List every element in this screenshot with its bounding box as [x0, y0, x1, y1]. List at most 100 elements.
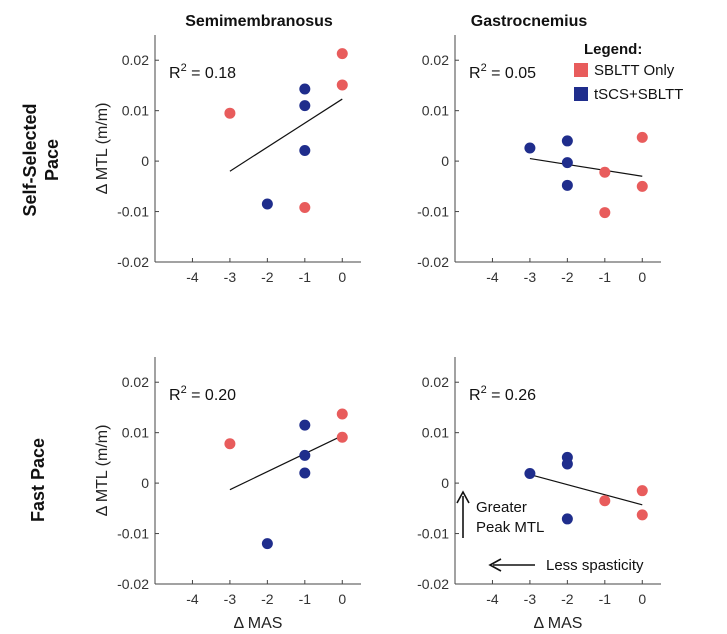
x-tick-label: -3 — [224, 269, 237, 285]
panel-3: -0.02 -0.01 0 0.01 0.02 -4 -3 -2 -1 0 Δ MAS R2 = 0.… — [417, 357, 661, 632]
data-point-tscs-sbltt — [299, 100, 311, 112]
x-tick-label: 0 — [338, 591, 346, 607]
data-point-sbltt-only — [636, 509, 648, 521]
data-point-tscs-sbltt — [524, 468, 536, 480]
y-tick-label: -0.02 — [417, 254, 449, 270]
data-point-tscs-sbltt — [261, 538, 273, 550]
data-point-sbltt-only — [636, 180, 648, 192]
annotation-greater-peak: Greater Peak MTL — [456, 490, 544, 538]
y-tick-label: -0.02 — [417, 576, 449, 592]
data-point-sbltt-only — [636, 131, 648, 143]
y-tick-label: 0.02 — [122, 374, 149, 390]
data-point-sbltt-only — [224, 107, 236, 119]
data-point-tscs-sbltt — [561, 458, 573, 470]
data-point-tscs-sbltt — [561, 179, 573, 191]
y-tick-label: -0.01 — [417, 526, 449, 542]
y-tick-label: 0 — [141, 475, 149, 491]
x-tick-label: -2 — [261, 591, 274, 607]
row-title-self-selected: Self-Selected — [20, 103, 40, 216]
annotation-less-spasticity: Less spasticity — [488, 557, 644, 574]
x-tick-label: 0 — [638, 591, 646, 607]
legend-label-sbltt-only: SBLTT Only — [594, 62, 675, 79]
col-title-semimembranosus: Semimembranosus — [185, 13, 333, 30]
x-tick-label: -4 — [186, 591, 199, 607]
peak-mtl-label: Peak MTL — [476, 519, 544, 536]
data-point-sbltt-only — [599, 166, 611, 178]
data-point-sbltt-only — [336, 79, 348, 91]
data-point-tscs-sbltt — [561, 157, 573, 169]
panel-2: -0.02 -0.01 0 0.01 0.02 -4 -3 -2 -1 0 Δ MTL (m/m) Δ… — [94, 357, 361, 632]
legend-swatch-sbltt-only — [574, 63, 588, 77]
x-tick-label: -4 — [486, 591, 499, 607]
col-title-gastrocnemius: Gastrocnemius — [471, 13, 588, 30]
x-tick-label: -4 — [486, 269, 499, 285]
data-point-tscs-sbltt — [261, 198, 273, 210]
y-tick-label: -0.02 — [117, 576, 149, 592]
y-tick-label: -0.01 — [117, 526, 149, 542]
y-tick-label: -0.02 — [117, 254, 149, 270]
legend: Legend: SBLTT Only tSCS+SBLTT — [574, 41, 683, 103]
y-tick-label: 0.01 — [422, 425, 449, 441]
x-tick-label: -1 — [299, 591, 312, 607]
data-point-sbltt-only — [336, 408, 348, 420]
data-point-tscs-sbltt — [299, 145, 311, 157]
y-tick-label: 0.01 — [122, 425, 149, 441]
panel-1: -0.02 -0.01 0 0.01 0.02 -4 -3 -2 -1 0 R2 = 0.05 — [417, 35, 661, 285]
data-point-sbltt-only — [599, 495, 611, 507]
data-point-tscs-sbltt — [299, 449, 311, 461]
x-axis-label: Δ MAS — [234, 615, 283, 632]
x-tick-label: -3 — [524, 269, 537, 285]
data-point-sbltt-only — [599, 207, 611, 219]
up-arrow-icon — [456, 490, 470, 504]
r-squared-label: R2 = 0.26 — [469, 384, 536, 404]
legend-label-tscs-sbltt: tSCS+SBLTT — [594, 86, 683, 103]
r-squared-label: R2 = 0.20 — [169, 384, 236, 404]
x-axis-label: Δ MAS — [534, 615, 583, 632]
fit-line — [229, 435, 343, 491]
x-tick-label: -4 — [186, 269, 199, 285]
x-tick-label: -1 — [299, 269, 312, 285]
x-tick-label: -2 — [261, 269, 274, 285]
x-tick-label: -1 — [599, 269, 612, 285]
data-point-tscs-sbltt — [299, 467, 311, 479]
y-tick-label: 0 — [441, 475, 449, 491]
r-squared-label: R2 = 0.05 — [469, 62, 536, 82]
x-tick-label: -3 — [224, 591, 237, 607]
y-tick-label: 0.02 — [422, 52, 449, 68]
x-tick-label: -1 — [599, 591, 612, 607]
data-point-sbltt-only — [299, 202, 311, 214]
data-point-sbltt-only — [224, 438, 236, 450]
data-point-tscs-sbltt — [299, 83, 311, 95]
data-point-sbltt-only — [636, 485, 648, 497]
x-tick-label: 0 — [338, 269, 346, 285]
y-tick-label: 0 — [141, 153, 149, 169]
fit-line — [529, 157, 643, 177]
fit-line — [529, 473, 643, 506]
greater-label: Greater — [476, 499, 527, 516]
data-point-tscs-sbltt — [524, 142, 536, 154]
row-title-fast-pace: Fast Pace — [28, 438, 48, 522]
row-title-self-selected-pace: Pace — [42, 139, 62, 181]
x-tick-label: -2 — [561, 269, 574, 285]
panel-0: -0.02 -0.01 0 0.01 0.02 -4 -3 -2 -1 0 Δ MTL (m/m) R… — [94, 35, 361, 285]
fit-line — [229, 98, 343, 172]
data-point-sbltt-only — [336, 48, 348, 60]
data-point-tscs-sbltt — [561, 513, 573, 525]
y-tick-label: -0.01 — [417, 204, 449, 220]
left-arrow-icon — [488, 558, 502, 572]
y-tick-label: 0.02 — [422, 374, 449, 390]
r-squared-label: R2 = 0.18 — [169, 62, 236, 82]
y-tick-label: -0.01 — [117, 204, 149, 220]
y-tick-label: 0.02 — [122, 52, 149, 68]
y-tick-label: 0.01 — [122, 103, 149, 119]
legend-swatch-tscs-sbltt — [574, 87, 588, 101]
y-tick-label: 0.01 — [422, 103, 449, 119]
x-tick-label: -3 — [524, 591, 537, 607]
x-tick-label: 0 — [638, 269, 646, 285]
x-tick-label: -2 — [561, 591, 574, 607]
legend-title: Legend: — [584, 41, 642, 58]
data-point-tscs-sbltt — [299, 419, 311, 431]
data-point-tscs-sbltt — [561, 135, 573, 147]
data-point-sbltt-only — [336, 431, 348, 443]
